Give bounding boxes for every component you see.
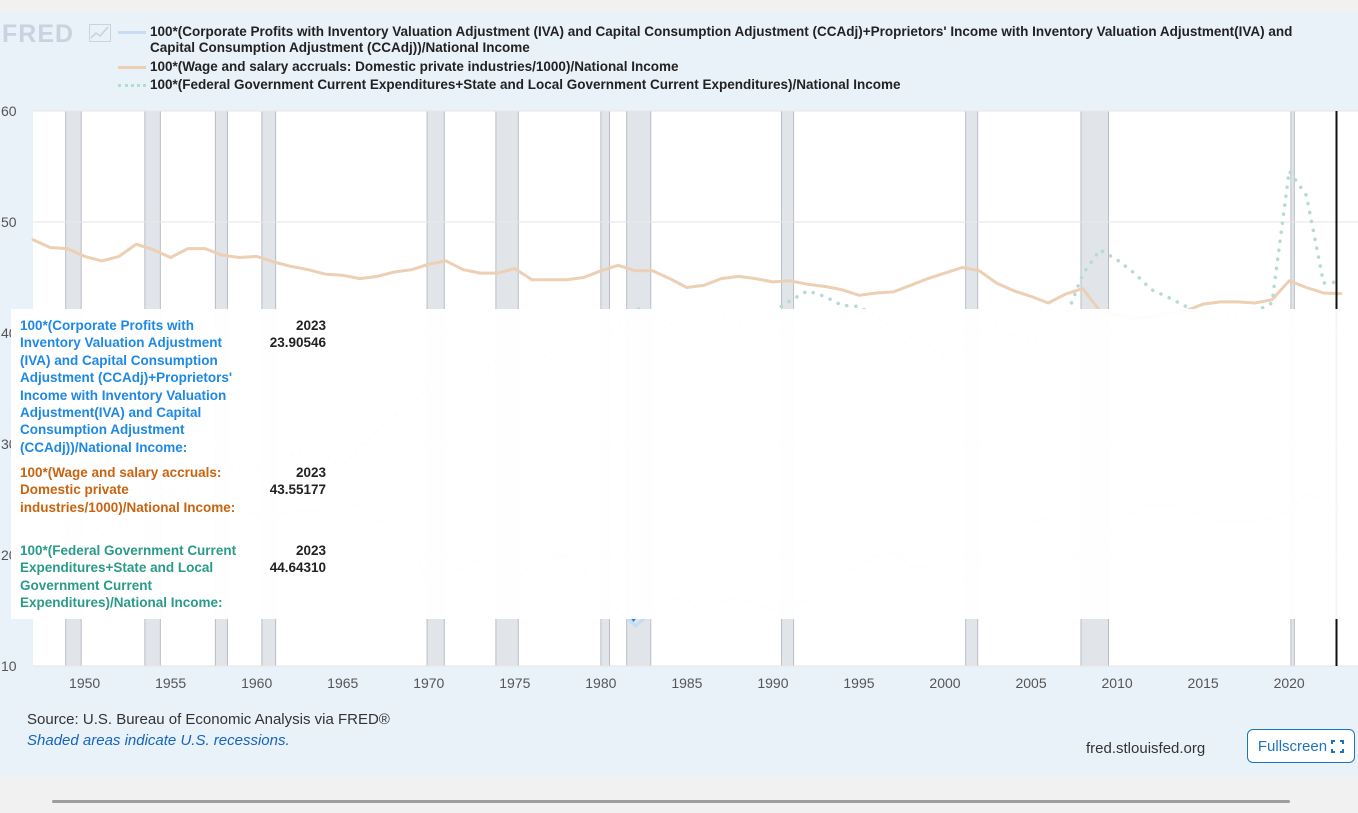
x-tick-label: 1960: [241, 675, 272, 691]
x-tick-label: 1980: [585, 675, 616, 691]
x-tick-label: 2010: [1102, 675, 1133, 691]
fred-logo[interactable]: FRED: [2, 20, 75, 48]
source-note: Source: U.S. Bureau of Economic Analysis…: [27, 711, 390, 728]
legend-swatch-corporate-profits: [118, 31, 146, 34]
expand-icon: [1331, 739, 1345, 753]
tooltip-year: 2023: [295, 318, 326, 333]
horizontal-scrollbar[interactable]: [52, 800, 1290, 803]
y-tick-label: 60: [1, 103, 17, 119]
x-tick-label: 1995: [843, 675, 874, 691]
tooltip-values-government-expenditures: 2023 44.64310: [261, 542, 326, 577]
x-tick-label: 2020: [1274, 675, 1305, 691]
tooltip-values-wage-salary: 2023 43.55177: [261, 464, 326, 499]
legend-swatch-wage-salary: [118, 66, 146, 69]
x-tick-label: 2000: [929, 675, 960, 691]
recessions-note[interactable]: Shaded areas indicate U.S. recessions.: [27, 732, 290, 749]
x-tick-label: 1955: [155, 675, 186, 691]
site-url[interactable]: fred.stlouisfed.org: [1086, 740, 1206, 757]
x-tick-label: 1965: [327, 675, 358, 691]
tooltip-year: 2023: [295, 465, 326, 480]
x-tick-label: 1975: [499, 675, 530, 691]
legend-item-wage-salary[interactable]: 100*(Wage and salary accruals: Domestic …: [150, 59, 679, 74]
x-tick-label: 1985: [671, 675, 702, 691]
tooltip-label-government-expenditures: 100*(Federal Government Current Expendit…: [20, 543, 237, 611]
tooltip-value: 43.55177: [269, 482, 326, 498]
tooltip-value: 44.64310: [269, 560, 326, 576]
x-tick-label: 1970: [413, 675, 444, 691]
x-tick-label: 2015: [1188, 675, 1219, 691]
line-graph-icon: [89, 24, 111, 42]
x-tick-label: 1950: [69, 675, 100, 691]
tooltip-values-corporate-profits: 2023 23.90546: [261, 317, 326, 352]
legend-swatch-government-expenditures: [118, 84, 146, 87]
x-tick-label: 2005: [1015, 675, 1046, 691]
fullscreen-label: Fullscreen: [1257, 737, 1328, 755]
x-axis-ticks: 1950 1955 1960 1965 1970 1975 1980 1985 1990 1995…: [69, 675, 1305, 691]
hover-tooltip: 100*(Corporate Profits with Inventory Va…: [11, 309, 1358, 619]
tooltip-value: 23.90546: [269, 335, 326, 351]
legend-item-corporate-profits[interactable]: 100*(Corporate Profits with Inventory Va…: [150, 24, 1293, 55]
y-tick-label: 50: [1, 214, 17, 230]
legend-item-government-expenditures[interactable]: 100*(Federal Government Current Expendit…: [150, 77, 901, 92]
tooltip-year: 2023: [295, 543, 326, 558]
tooltip-label-wage-salary: 100*(Wage and salary accruals: Domestic …: [20, 465, 236, 515]
x-tick-label: 1990: [757, 675, 788, 691]
fullscreen-button[interactable]: Fullscreen: [1247, 729, 1355, 763]
tooltip-label-corporate-profits: 100*(Corporate Profits with Inventory Va…: [20, 318, 233, 455]
top-strip: [0, 0, 1358, 12]
y-tick-label: 10: [1, 658, 17, 674]
